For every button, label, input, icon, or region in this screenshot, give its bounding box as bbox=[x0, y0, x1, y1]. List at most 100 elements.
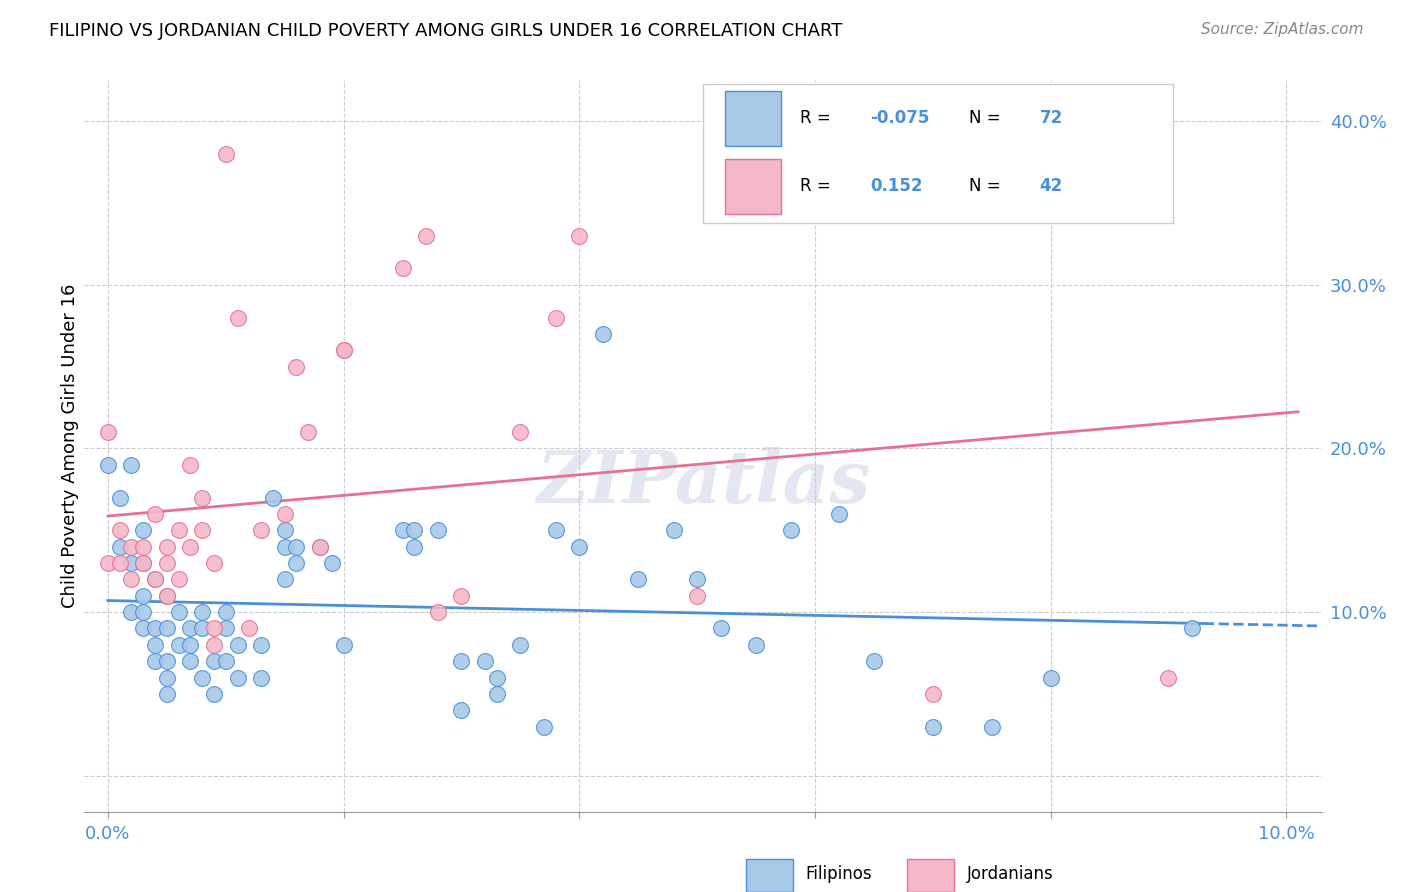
Point bbox=[132, 605, 155, 619]
Point bbox=[143, 507, 166, 521]
Point bbox=[1181, 622, 1204, 636]
Point bbox=[415, 228, 437, 243]
Point bbox=[202, 622, 225, 636]
Point bbox=[215, 605, 238, 619]
Point bbox=[156, 671, 179, 685]
Point bbox=[404, 540, 426, 554]
Point bbox=[108, 556, 131, 570]
Text: N =: N = bbox=[969, 110, 1005, 128]
Point bbox=[179, 622, 201, 636]
Point bbox=[121, 573, 143, 587]
Point bbox=[143, 573, 166, 587]
Point bbox=[1157, 671, 1180, 685]
Point bbox=[132, 523, 155, 537]
Point bbox=[202, 556, 225, 570]
Point bbox=[780, 523, 803, 537]
Point bbox=[108, 540, 131, 554]
Text: 42: 42 bbox=[1039, 178, 1063, 195]
Point bbox=[309, 540, 332, 554]
Text: FILIPINO VS JORDANIAN CHILD POVERTY AMONG GIRLS UNDER 16 CORRELATION CHART: FILIPINO VS JORDANIAN CHILD POVERTY AMON… bbox=[49, 22, 842, 40]
Point bbox=[262, 491, 284, 505]
Point bbox=[202, 638, 225, 652]
Point bbox=[745, 638, 768, 652]
Point bbox=[273, 523, 295, 537]
Point bbox=[108, 523, 131, 537]
Text: 0.0%: 0.0% bbox=[86, 825, 131, 843]
Point bbox=[332, 343, 354, 358]
Point bbox=[450, 703, 472, 717]
Text: Jordanians: Jordanians bbox=[966, 865, 1053, 883]
Point bbox=[309, 540, 332, 554]
Text: 10.0%: 10.0% bbox=[1258, 825, 1315, 843]
Point bbox=[226, 638, 249, 652]
Point bbox=[273, 540, 295, 554]
Point bbox=[686, 573, 709, 587]
Point bbox=[156, 589, 179, 603]
Text: -0.075: -0.075 bbox=[870, 110, 929, 128]
Point bbox=[121, 540, 143, 554]
Point bbox=[450, 654, 472, 668]
Point bbox=[404, 523, 426, 537]
Text: 0.152: 0.152 bbox=[870, 178, 922, 195]
Point bbox=[921, 720, 943, 734]
Point bbox=[450, 589, 472, 603]
Point bbox=[215, 622, 238, 636]
Point bbox=[592, 326, 614, 341]
FancyBboxPatch shape bbox=[747, 859, 793, 892]
Point bbox=[167, 523, 190, 537]
Point bbox=[980, 720, 1002, 734]
Point bbox=[391, 261, 413, 276]
Text: Source: ZipAtlas.com: Source: ZipAtlas.com bbox=[1201, 22, 1364, 37]
Point bbox=[285, 359, 308, 374]
Point bbox=[226, 310, 249, 325]
Point bbox=[485, 671, 508, 685]
Point bbox=[179, 540, 201, 554]
Point bbox=[143, 638, 166, 652]
Point bbox=[285, 540, 308, 554]
Point bbox=[191, 523, 214, 537]
Point bbox=[132, 540, 155, 554]
Point bbox=[156, 687, 179, 701]
Point bbox=[132, 622, 155, 636]
FancyBboxPatch shape bbox=[725, 159, 780, 214]
Text: 72: 72 bbox=[1039, 110, 1063, 128]
Point bbox=[167, 573, 190, 587]
Point bbox=[485, 687, 508, 701]
Text: Filipinos: Filipinos bbox=[806, 865, 872, 883]
Point bbox=[827, 507, 849, 521]
Point bbox=[273, 573, 295, 587]
Point bbox=[156, 622, 179, 636]
Text: ZIPatlas: ZIPatlas bbox=[536, 447, 870, 518]
Point bbox=[132, 556, 155, 570]
FancyBboxPatch shape bbox=[725, 91, 780, 145]
Point bbox=[285, 556, 308, 570]
Point bbox=[156, 556, 179, 570]
Point bbox=[544, 523, 567, 537]
Text: R =: R = bbox=[800, 178, 835, 195]
Point bbox=[132, 556, 155, 570]
Point bbox=[250, 638, 273, 652]
Point bbox=[156, 540, 179, 554]
Point bbox=[108, 491, 131, 505]
Point bbox=[1039, 671, 1062, 685]
Point bbox=[143, 622, 166, 636]
Point bbox=[121, 605, 143, 619]
Point bbox=[215, 147, 238, 161]
Point bbox=[863, 654, 886, 668]
Point bbox=[921, 687, 943, 701]
Point bbox=[662, 523, 685, 537]
Point bbox=[132, 589, 155, 603]
FancyBboxPatch shape bbox=[907, 859, 955, 892]
Point bbox=[97, 458, 120, 472]
Point bbox=[97, 425, 120, 439]
Point bbox=[627, 573, 650, 587]
Point bbox=[156, 654, 179, 668]
Point bbox=[191, 605, 214, 619]
Point bbox=[321, 556, 343, 570]
Y-axis label: Child Poverty Among Girls Under 16: Child Poverty Among Girls Under 16 bbox=[62, 284, 80, 608]
Point bbox=[226, 671, 249, 685]
Point bbox=[179, 458, 201, 472]
Point bbox=[474, 654, 496, 668]
Point bbox=[533, 720, 555, 734]
Point bbox=[250, 523, 273, 537]
